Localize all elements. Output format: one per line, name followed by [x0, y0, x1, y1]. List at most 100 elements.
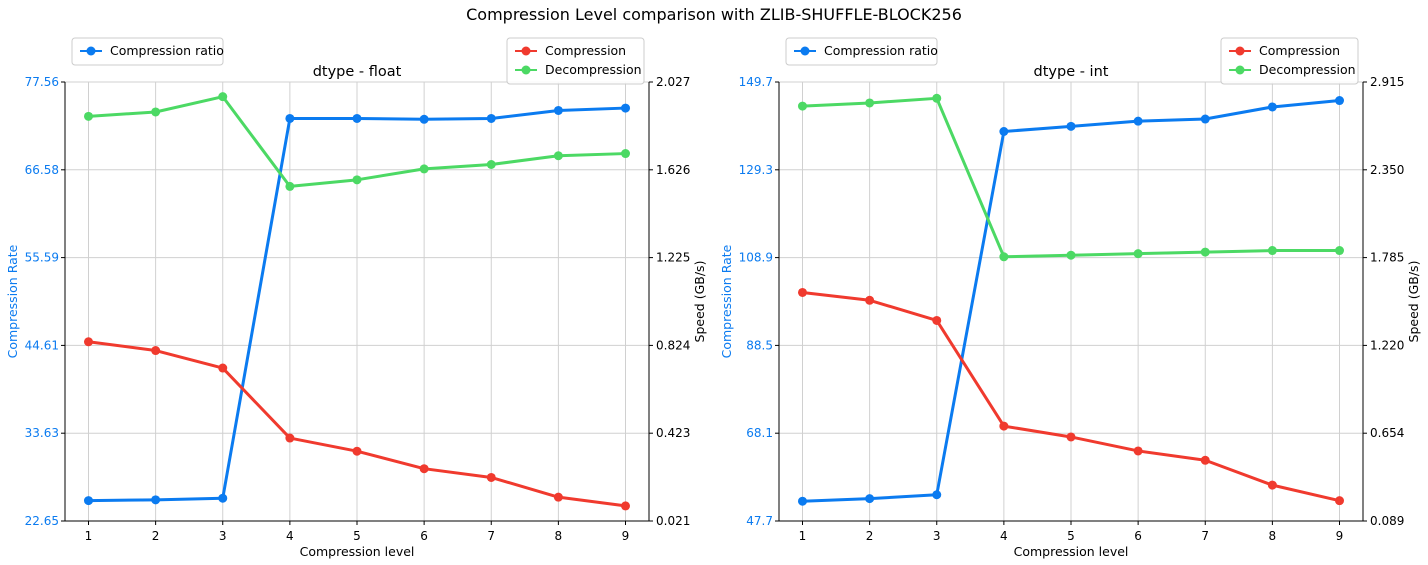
- series-ratio: [797, 96, 1345, 506]
- data-point-ratio: [797, 496, 807, 506]
- legend-swatch-marker: [86, 46, 96, 56]
- right-tick-label: 0.021: [656, 514, 690, 528]
- data-point-decompression: [151, 107, 161, 117]
- legend-swatch-marker: [1235, 46, 1245, 56]
- x-tick-label: 2: [866, 529, 874, 543]
- legend-speed: Compression Decompression: [1220, 37, 1359, 85]
- x-tick-label: 9: [622, 529, 630, 543]
- data-point-ratio: [1133, 116, 1143, 126]
- legend-entry: Decompression: [545, 62, 642, 77]
- data-point-compression: [932, 315, 942, 325]
- data-point-ratio: [151, 495, 161, 505]
- data-point-compression: [352, 446, 362, 456]
- data-point-ratio: [1335, 96, 1345, 106]
- data-point-decompression: [1335, 246, 1345, 256]
- data-point-compression: [865, 295, 875, 305]
- legend-frame: [1220, 37, 1359, 85]
- right-tick-label: 0.089: [1370, 514, 1404, 528]
- data-point-decompression: [865, 98, 875, 108]
- left-tick-label: 129.3: [739, 163, 773, 177]
- data-point-decompression: [1267, 246, 1277, 256]
- right-tick-label: 1.785: [1370, 251, 1404, 265]
- right-tick-label: 0.423: [656, 426, 690, 440]
- data-point-ratio: [352, 113, 362, 123]
- chart-panel-1: 22.65 33.63 44.61 55.59 66.58 77.56 0.021 0.423…: [5, 37, 707, 559]
- left-tick-label: 149.7: [739, 75, 773, 89]
- data-point-ratio: [83, 496, 93, 506]
- right-tick-label: 2.350: [1370, 163, 1404, 177]
- data-point-compression: [621, 501, 631, 511]
- data-point-compression: [1066, 432, 1076, 442]
- data-point-decompression: [553, 151, 563, 161]
- x-axis-label: Compression level: [300, 544, 415, 559]
- left-tick-label: 108.9: [739, 251, 773, 265]
- data-point-compression: [1200, 455, 1210, 465]
- x-tick-label: 1: [85, 529, 93, 543]
- data-point-compression: [419, 464, 429, 474]
- left-tick-label: 77.56: [25, 75, 59, 89]
- legend-swatch-marker: [800, 46, 810, 56]
- data-point-compression: [553, 492, 563, 502]
- data-point-ratio: [553, 105, 563, 115]
- chart-title: dtype - float: [313, 64, 402, 80]
- data-point-ratio: [621, 103, 631, 113]
- x-tick-label: 1: [799, 529, 807, 543]
- x-tick-label: 3: [219, 529, 227, 543]
- data-point-compression: [486, 472, 496, 482]
- right-tick-label: 1.225: [656, 251, 690, 265]
- right-tick-label: 1.626: [656, 163, 690, 177]
- legend-swatch-marker: [521, 46, 531, 56]
- x-tick-label: 4: [286, 529, 294, 543]
- data-point-ratio: [865, 494, 875, 504]
- x-tick-label: 7: [1201, 529, 1209, 543]
- data-point-decompression: [932, 93, 942, 103]
- right-tick-label: 2.915: [1370, 75, 1404, 89]
- x-axis-label: Compression level: [1014, 544, 1129, 559]
- data-point-decompression: [419, 164, 429, 174]
- legend-frame: [71, 37, 224, 66]
- x-tick-label: 7: [487, 529, 495, 543]
- data-point-decompression: [83, 111, 93, 121]
- x-tick-label: 6: [420, 529, 428, 543]
- x-tick-label: 9: [1336, 529, 1344, 543]
- right-tick-label: 0.824: [656, 338, 690, 352]
- x-tick-label: 5: [1067, 529, 1075, 543]
- legend-swatch-marker: [521, 65, 531, 75]
- data-point-ratio: [285, 113, 295, 123]
- x-tick-label: 4: [1000, 529, 1008, 543]
- data-point-decompression: [797, 101, 807, 111]
- series-compression: [797, 287, 1345, 506]
- chart-panel-2: 47.7 68.1 88.5 108.9 129.3 149.7 0.089 0.654 1.2…: [719, 37, 1421, 559]
- y-axis-label-left: Compression Rate: [719, 244, 734, 358]
- data-point-compression: [285, 433, 295, 443]
- data-point-decompression: [1200, 247, 1210, 257]
- series-decompression: [797, 93, 1345, 262]
- series-decompression: [83, 92, 631, 191]
- legend-entry: Compression: [1259, 43, 1340, 58]
- data-point-decompression: [1133, 249, 1143, 259]
- x-tick-label: 8: [555, 529, 563, 543]
- series-compression: [83, 337, 631, 511]
- y-axis-label-right: Speed (GB/s): [692, 261, 707, 343]
- left-tick-label: 88.5: [746, 338, 773, 352]
- legend-ratio: Compression ratio: [71, 37, 224, 66]
- x-tick-label: 6: [1134, 529, 1142, 543]
- legend-entry: Compression ratio: [110, 43, 224, 58]
- legend-entry: Compression: [545, 43, 626, 58]
- gridlines: [65, 81, 649, 522]
- legend-swatch-marker: [1235, 65, 1245, 75]
- figure-title: Compression Level comparison with ZLIB-S…: [466, 5, 962, 24]
- left-tick-label: 22.65: [25, 514, 59, 528]
- legend-entry: Decompression: [1259, 62, 1356, 77]
- data-point-compression: [1335, 496, 1345, 506]
- legend-entry: Compression ratio: [824, 43, 938, 58]
- x-tick-label: 3: [933, 529, 941, 543]
- data-point-ratio: [932, 490, 942, 500]
- data-point-decompression: [285, 181, 295, 191]
- data-point-decompression: [1066, 250, 1076, 260]
- legend-frame: [506, 37, 645, 85]
- data-point-compression: [1133, 446, 1143, 456]
- data-point-compression: [218, 363, 228, 373]
- legend-frame: [785, 37, 938, 66]
